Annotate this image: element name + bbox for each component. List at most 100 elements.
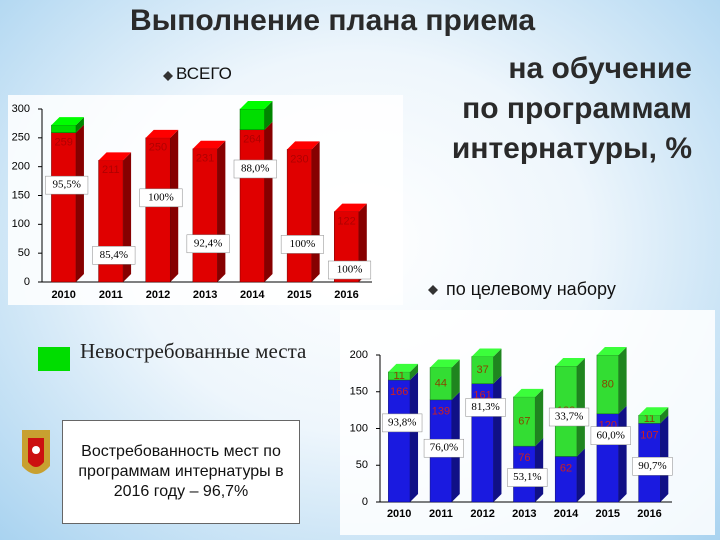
x-tick-label: 2011 xyxy=(99,289,123,301)
value-label: 80 xyxy=(602,378,614,390)
bar-top xyxy=(192,140,226,149)
legend-label: Невостребованные места xyxy=(80,339,307,363)
x-tick-label: 2012 xyxy=(146,289,170,301)
bullet-text: по целевому набору xyxy=(446,279,616,299)
bar-top xyxy=(471,348,502,357)
percent-label: 60,0% xyxy=(597,429,625,441)
value-label: 76 xyxy=(518,452,530,464)
bar-top xyxy=(145,129,179,138)
value-label: 37 xyxy=(476,364,488,376)
percent-label: 93,8% xyxy=(388,416,416,428)
y-tick-label: 100 xyxy=(350,422,368,434)
title-line: по программам xyxy=(462,92,692,125)
percent-label: 81,3% xyxy=(471,401,499,413)
bar-side xyxy=(535,388,544,447)
percent-label: 100% xyxy=(337,264,363,276)
percent-box xyxy=(465,398,506,417)
x-tick-label: 2014 xyxy=(554,508,579,520)
bar-side xyxy=(618,405,627,502)
x-tick-label: 2016 xyxy=(637,508,661,520)
bar xyxy=(51,124,77,133)
legend-swatch xyxy=(38,347,70,371)
bar-side xyxy=(75,124,84,282)
bar xyxy=(51,132,77,283)
y-tick-label: 200 xyxy=(350,349,368,361)
value-label: 250 xyxy=(149,142,167,154)
value-label: 211 xyxy=(102,164,120,176)
bar-side xyxy=(75,117,84,133)
bar-side xyxy=(410,363,419,380)
bar-top xyxy=(388,363,419,372)
value-label: 44 xyxy=(435,378,447,390)
percent-label: 92,4% xyxy=(194,237,222,249)
bar-side xyxy=(660,407,669,424)
bar-top xyxy=(51,117,84,126)
value-label: 231 xyxy=(196,153,214,165)
y-tick-label: 200 xyxy=(12,161,30,173)
y-tick-label: 250 xyxy=(12,132,30,144)
percent-label: 95,5% xyxy=(52,179,80,191)
x-tick-label: 2013 xyxy=(193,289,217,301)
x-tick-label: 2015 xyxy=(287,289,311,301)
bar xyxy=(145,137,171,283)
bar-top xyxy=(555,358,585,367)
value-label: 107 xyxy=(640,429,658,441)
y-tick-label: 0 xyxy=(24,276,30,288)
x-tick-label: 2015 xyxy=(596,508,620,520)
bar-side xyxy=(217,140,226,282)
value-label: 62 xyxy=(560,462,572,474)
bar-top xyxy=(596,347,627,355)
value-label: 122 xyxy=(337,216,355,228)
percent-box xyxy=(548,407,590,427)
x-tick-label: 2010 xyxy=(51,289,75,301)
bar-side xyxy=(451,359,460,400)
percent-box xyxy=(233,159,277,179)
x-tick-label: 2014 xyxy=(240,289,265,301)
bar xyxy=(239,129,265,283)
x-tick-label: 2013 xyxy=(512,508,536,520)
percent-box xyxy=(328,260,372,280)
percent-box xyxy=(382,413,423,433)
bar xyxy=(239,108,265,131)
bar xyxy=(192,148,218,283)
bar-top xyxy=(638,407,669,416)
bar-top xyxy=(287,141,320,150)
bar-side xyxy=(618,347,627,414)
bar-side xyxy=(493,375,502,502)
percent-label: 53,1% xyxy=(513,471,541,483)
bar-side xyxy=(311,141,320,282)
title-line: Выполнение плана приема xyxy=(130,4,536,37)
x-tick-label: 2010 xyxy=(387,508,411,520)
x-tick-label: 2012 xyxy=(470,508,494,520)
percent-box xyxy=(280,235,324,254)
y-tick-label: 100 xyxy=(12,218,30,230)
bar-side xyxy=(576,448,585,502)
percent-label: 100% xyxy=(290,238,316,250)
bar xyxy=(388,379,411,503)
value-label: 259 xyxy=(55,137,73,149)
bar xyxy=(286,149,312,283)
percent-label: 100% xyxy=(148,191,174,203)
bar-top xyxy=(98,152,132,161)
percent-box xyxy=(632,457,673,476)
value-label: 67 xyxy=(518,415,530,427)
value-label: 264 xyxy=(243,134,261,146)
title-line: на обучение xyxy=(508,52,692,85)
percent-label: 85,4% xyxy=(100,249,128,261)
bullet-icon xyxy=(163,71,173,81)
percent-label: 90,7% xyxy=(638,460,666,472)
bar-side xyxy=(493,348,502,384)
percent-box xyxy=(186,234,230,254)
bar-side xyxy=(264,101,273,130)
bar-top xyxy=(334,203,367,212)
y-tick-label: 300 xyxy=(12,103,30,115)
note: Востребованность мест по программам инте… xyxy=(62,420,300,524)
percent-label: 33,7% xyxy=(555,411,583,423)
y-tick-label: 50 xyxy=(18,247,30,259)
percent-box xyxy=(45,175,89,195)
percent-box xyxy=(423,438,464,458)
percent-box xyxy=(590,426,631,445)
bar-side xyxy=(264,121,273,282)
